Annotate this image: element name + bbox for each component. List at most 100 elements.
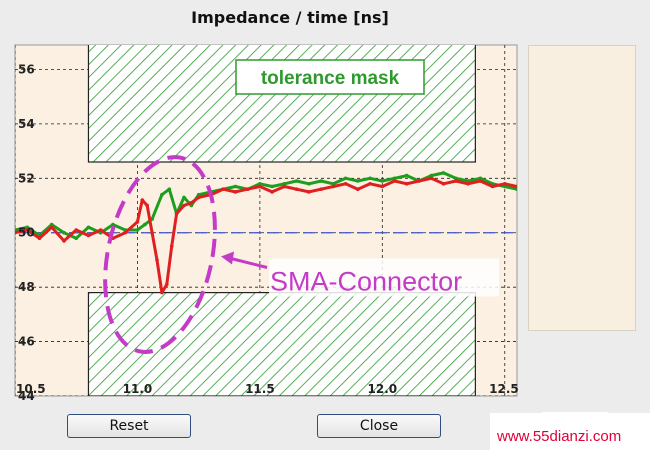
y-tick-label-2: 48 — [18, 280, 35, 294]
series-1-point-30 — [343, 176, 348, 181]
series-1-point-40 — [466, 179, 470, 183]
series-1-point-26 — [294, 179, 299, 183]
series-1-point-29 — [331, 182, 336, 186]
series-1-point-24 — [270, 184, 274, 189]
series-1-point-11 — [143, 222, 147, 227]
series-2-point-12 — [145, 203, 149, 208]
chart-title: Impedance / time [ns] — [191, 8, 389, 27]
annotation-arrow-head — [221, 251, 235, 265]
annotation-arrow-shaft — [230, 257, 268, 269]
series-2-point-46 — [503, 182, 507, 186]
watermark-background-top — [542, 412, 608, 420]
series-1-point-35 — [405, 173, 409, 178]
series-2-point-10 — [135, 220, 140, 224]
series-1-point-32 — [368, 176, 372, 181]
series-2-point-30 — [307, 190, 311, 194]
series-1-point-39 — [454, 176, 458, 181]
reset-button[interactable]: Reset — [67, 414, 191, 438]
series-2-point-9 — [123, 230, 127, 235]
series-2-point-33 — [343, 182, 348, 186]
y-tick-label-1: 46 — [18, 335, 35, 349]
watermark-text: www.55dianzi.com — [497, 428, 622, 445]
series-2-point-11 — [140, 198, 145, 202]
series-1-point-43 — [503, 184, 507, 189]
series-1-point-31 — [356, 179, 360, 183]
series-2-point-45 — [490, 184, 495, 189]
series-2-point-13 — [150, 230, 154, 235]
series-2-point-20 — [189, 201, 194, 205]
series-1-point-3 — [49, 222, 54, 227]
series-1-point-34 — [392, 176, 397, 181]
series-2-point-41 — [441, 182, 446, 186]
series-2-point-0 — [15, 230, 17, 235]
series-2-point-24 — [233, 190, 238, 194]
series-2-point-17 — [169, 244, 174, 249]
series-2-point-7 — [98, 228, 103, 232]
series-1-point-41 — [478, 176, 483, 181]
series-1-point-6 — [86, 225, 91, 230]
series-2-point-27 — [270, 190, 274, 194]
series-2-point-3 — [49, 225, 54, 230]
y-tick-label-0: 44 — [18, 389, 35, 403]
tolerance-mask-label: tolerance mask — [261, 68, 400, 89]
series-1-point-21 — [233, 184, 238, 189]
series-2-point-42 — [454, 179, 458, 183]
close-button[interactable]: Close — [317, 414, 441, 438]
tolerance-mask-label-box — [235, 59, 425, 95]
series-1-point-14 — [167, 187, 172, 191]
y-tick-label-6: 56 — [18, 62, 35, 76]
series-2-point-6 — [86, 233, 91, 238]
series-2-point-35 — [368, 182, 372, 186]
series-2-point-19 — [182, 203, 186, 208]
series-2-point-37 — [392, 179, 397, 183]
x-tick-label-0: 10.5 — [16, 382, 46, 396]
y-tick-label-5: 54 — [18, 117, 35, 131]
series-2-point-23 — [221, 187, 225, 191]
series-1-point-23 — [258, 182, 262, 186]
series-1-point-38 — [441, 171, 446, 175]
legend-panel — [528, 45, 636, 331]
series-2-point-4 — [62, 239, 66, 243]
series-1-point-25 — [282, 182, 287, 186]
series-2-point-28 — [282, 184, 287, 189]
y-tick-label-4: 52 — [18, 171, 35, 185]
series-2-point-25 — [245, 187, 250, 191]
series-1-point-27 — [307, 182, 311, 186]
y-tick-label-3: 50 — [18, 226, 35, 240]
series-1-point-13 — [160, 192, 164, 197]
series-2-point-40 — [429, 176, 434, 181]
annotation-ellipse — [103, 155, 217, 354]
series-2-point-43 — [466, 182, 470, 186]
series-1-point-4 — [62, 230, 66, 235]
series-2-point-39 — [417, 179, 421, 183]
series-2-point-26 — [258, 184, 262, 189]
series-2-point-16 — [165, 282, 169, 287]
series-2-point-2 — [37, 236, 42, 240]
series-1-point-18 — [196, 192, 201, 197]
tolerance-mask-lower — [87, 292, 476, 396]
series-2-point-14 — [155, 258, 159, 262]
series-2-point-32 — [331, 184, 336, 189]
x-tick-label-4: 12.5 — [489, 382, 519, 396]
series-2-point-34 — [356, 187, 360, 191]
series-2-point-29 — [294, 187, 299, 191]
series-1-point-16 — [182, 195, 186, 200]
series-2-point-5 — [74, 228, 78, 232]
annotation-text: SMA-Connector — [270, 267, 462, 297]
series-1-point-1 — [25, 225, 30, 230]
series-2-point-18 — [174, 211, 179, 216]
series-2-point-1 — [25, 228, 30, 232]
series-2-point-44 — [478, 179, 483, 183]
x-tick-label-2: 11.5 — [245, 382, 275, 396]
x-tick-label-3: 12.0 — [368, 382, 398, 396]
series-1-point-37 — [429, 173, 434, 178]
series-1-point-28 — [319, 179, 323, 183]
series-2-point-47 — [515, 184, 517, 189]
annotation-text-bg — [269, 258, 500, 297]
x-tick-label-1: 11.0 — [123, 382, 153, 396]
series-2-point-36 — [380, 184, 385, 189]
series-2-point-31 — [319, 187, 323, 191]
series-2-point-38 — [405, 182, 409, 186]
series-2-point-21 — [196, 195, 201, 200]
